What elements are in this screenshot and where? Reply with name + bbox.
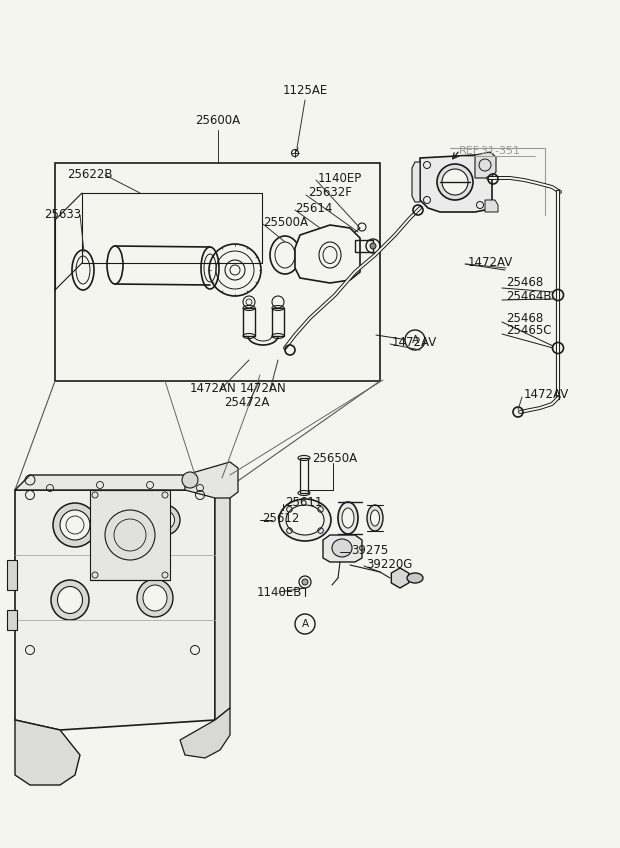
Ellipse shape [286,505,324,535]
Circle shape [182,472,198,488]
Text: 1140EB: 1140EB [256,585,302,599]
Ellipse shape [437,164,473,200]
Polygon shape [180,708,230,758]
Ellipse shape [58,587,82,613]
Polygon shape [15,475,230,490]
Polygon shape [185,462,238,498]
Ellipse shape [150,505,180,535]
Text: 1472AV: 1472AV [392,336,437,349]
Text: 25632F: 25632F [308,187,352,199]
Text: 1125AE: 1125AE [282,84,327,97]
Circle shape [105,510,155,560]
Polygon shape [15,720,80,785]
Text: 25622B: 25622B [67,169,113,181]
Ellipse shape [60,510,90,540]
Ellipse shape [51,580,89,620]
Bar [90,490,170,580]
Polygon shape [475,152,496,178]
Text: 25614: 25614 [295,202,332,215]
Polygon shape [323,535,362,562]
Text: 39275: 39275 [351,544,388,556]
Text: 25611: 25611 [285,495,322,509]
Ellipse shape [66,516,84,534]
Circle shape [405,330,425,350]
Bar [300,458,308,493]
Bar [243,308,255,336]
Polygon shape [15,490,215,730]
Text: A: A [301,619,309,629]
Ellipse shape [342,508,354,528]
Text: 1472AV: 1472AV [524,388,569,401]
Text: 25633: 25633 [45,209,82,221]
Bar [7,610,17,630]
Text: 25650A: 25650A [312,451,358,465]
Bar [82,193,262,263]
Ellipse shape [332,539,352,557]
Circle shape [302,579,308,585]
Ellipse shape [279,499,331,541]
Circle shape [370,243,376,249]
Text: 1140EP: 1140EP [318,171,362,185]
Bar [7,560,17,590]
Polygon shape [420,155,492,212]
Ellipse shape [137,579,173,617]
Text: 25465C: 25465C [506,325,552,338]
Ellipse shape [367,505,383,531]
Text: REF.31-351: REF.31-351 [459,146,521,156]
Text: 1472AV: 1472AV [468,255,513,269]
Bar [55,163,380,381]
Ellipse shape [442,169,468,195]
Ellipse shape [338,502,358,534]
Text: 25464B: 25464B [506,289,552,303]
Text: 25600A: 25600A [195,114,241,127]
Circle shape [295,614,315,634]
Bar [355,240,373,252]
Text: 39220G: 39220G [366,557,412,571]
Text: 1472AN: 1472AN [239,382,286,394]
Text: 25472A: 25472A [224,397,270,410]
Ellipse shape [371,510,379,526]
Polygon shape [295,225,360,283]
Text: 25468: 25468 [506,276,543,289]
Text: 1472AN: 1472AN [190,382,236,394]
Text: 25500A: 25500A [263,215,308,228]
Text: 25468: 25468 [506,311,543,325]
Ellipse shape [143,585,167,611]
Ellipse shape [407,573,423,583]
Text: 25612: 25612 [262,511,299,525]
Ellipse shape [156,510,174,529]
Polygon shape [391,568,409,588]
Polygon shape [215,475,230,720]
Ellipse shape [53,503,97,547]
Text: A: A [412,335,418,345]
Bar [272,308,284,336]
Polygon shape [412,162,420,202]
Polygon shape [485,200,498,212]
